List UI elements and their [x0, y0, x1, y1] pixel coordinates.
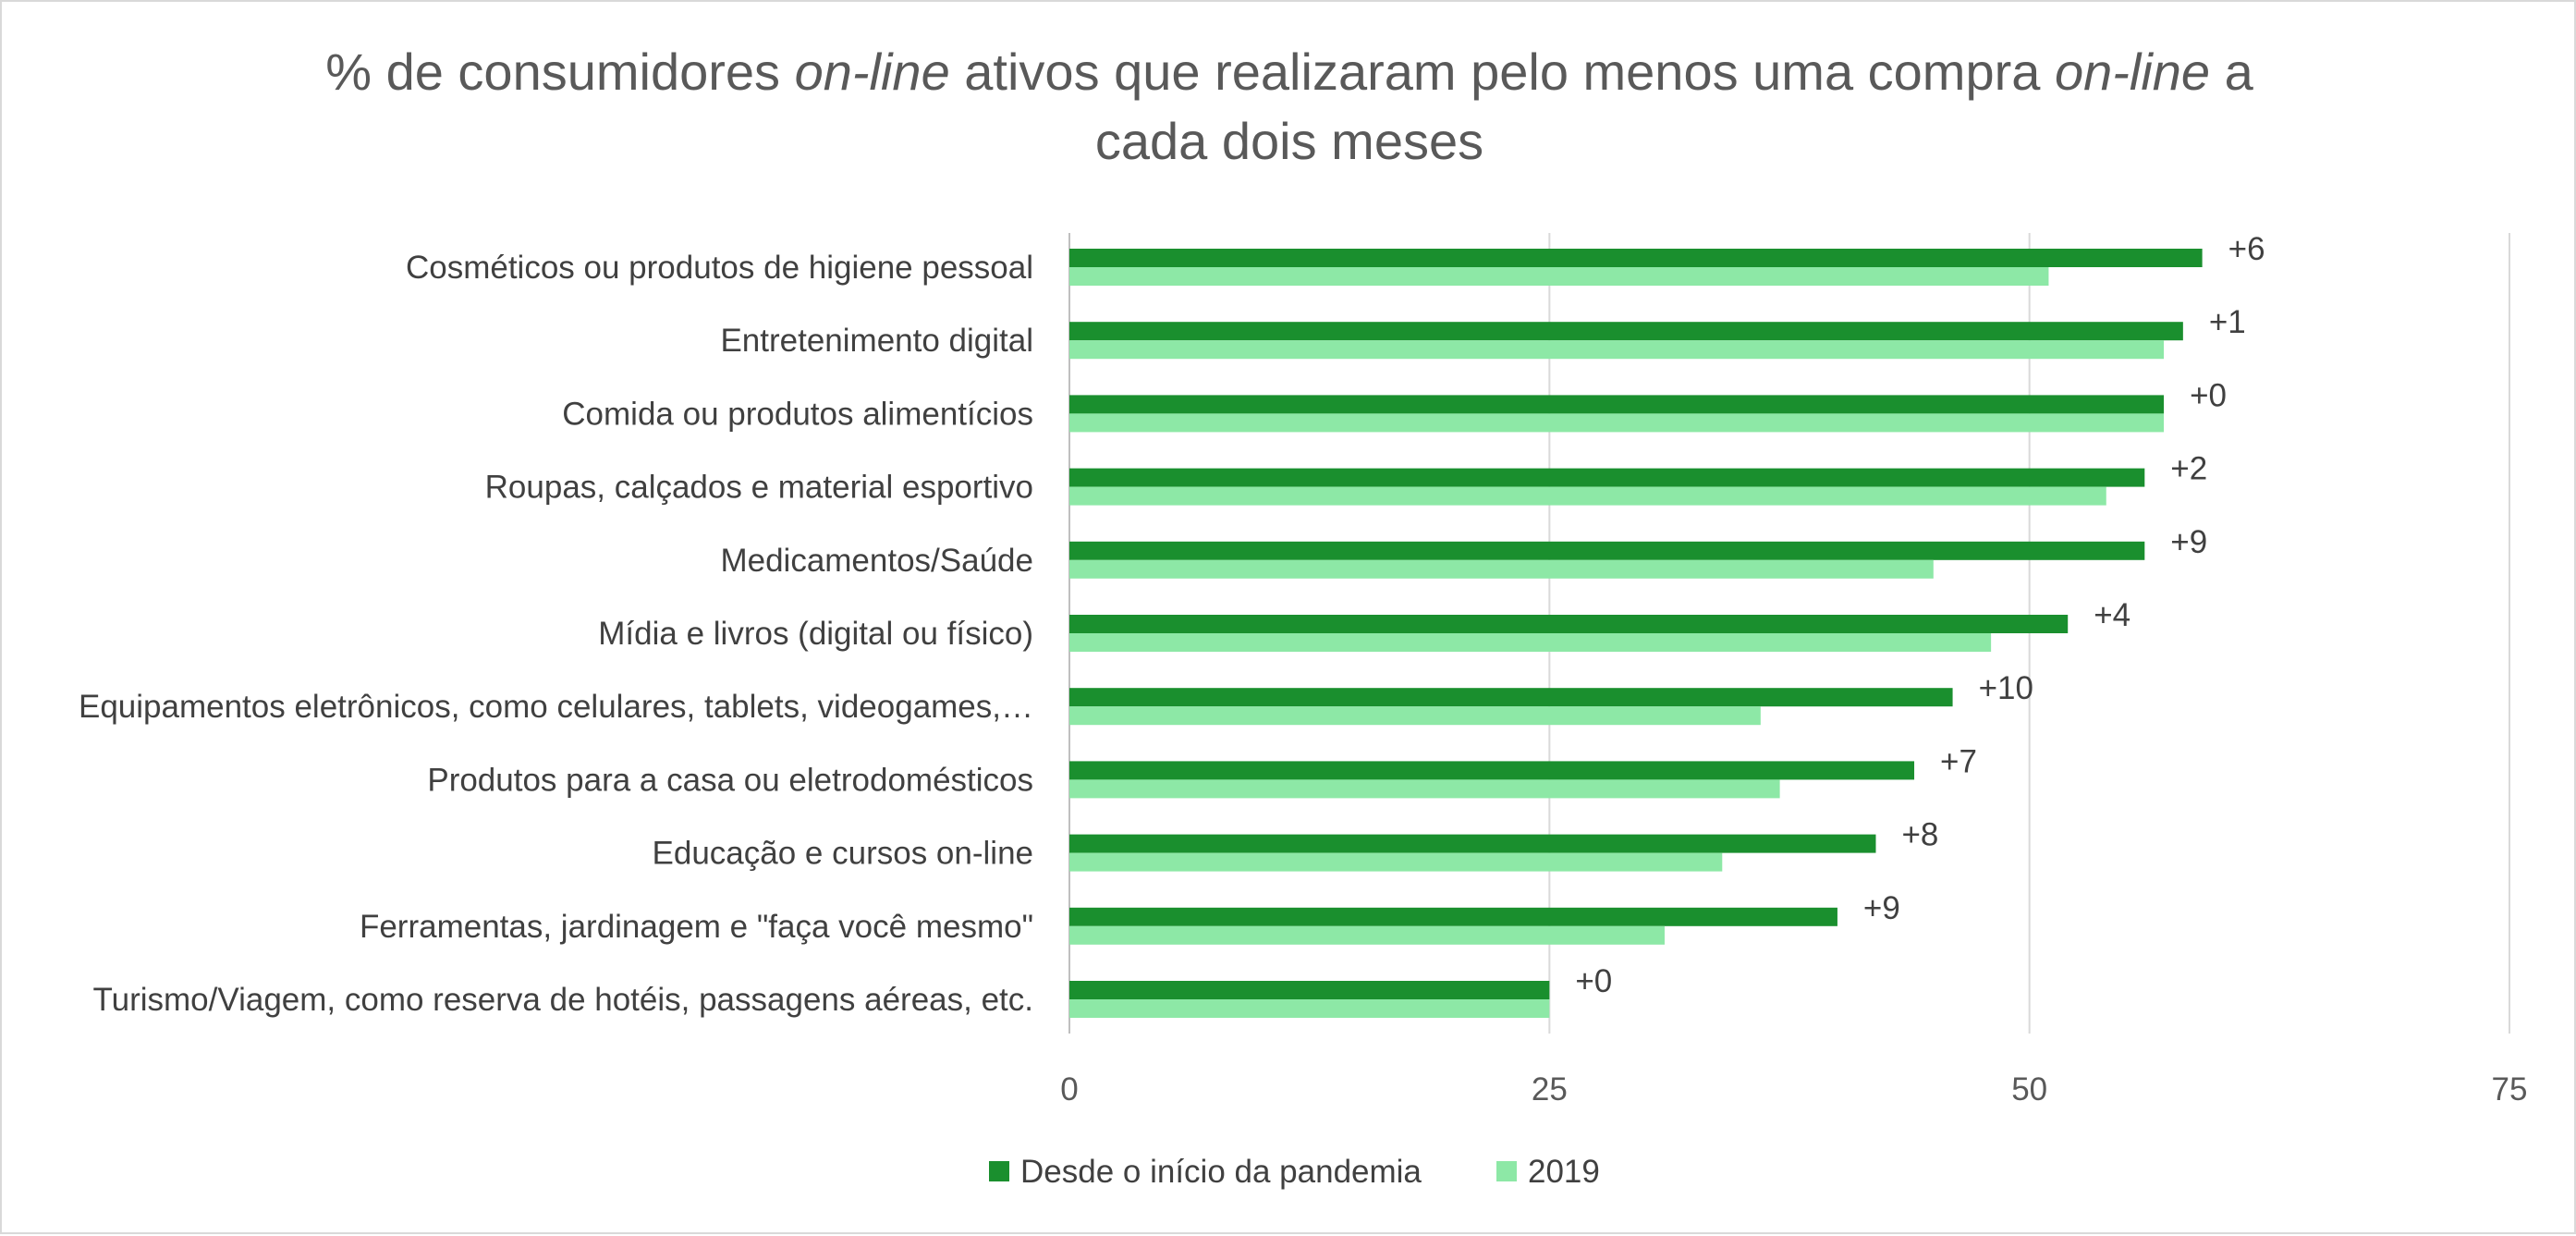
bar-pandemia — [1069, 541, 2145, 560]
legend-swatch — [1496, 1161, 1517, 1181]
data-label: +1 — [2209, 304, 2246, 340]
bar-2019 — [1069, 779, 1780, 799]
legend-label: 2019 — [1528, 1154, 1600, 1190]
x-tick-label: 50 — [2011, 1071, 2047, 1108]
chart-title-segment: on-line — [2055, 43, 2210, 101]
bar-2019 — [1069, 413, 2165, 433]
category-label: Produtos para a casa ou eletrodomésticos — [427, 762, 1033, 798]
bar-2019 — [1069, 852, 1723, 872]
x-tick-label: 0 — [1060, 1071, 1078, 1108]
data-label: +0 — [1575, 963, 1612, 999]
data-label: +9 — [2170, 524, 2207, 560]
bar-pandemia — [1069, 834, 1876, 853]
chart-title-segment: % de consumidores — [325, 43, 794, 101]
data-label: +0 — [2190, 377, 2227, 413]
data-label: +6 — [2228, 231, 2265, 267]
bar-2019 — [1069, 267, 2049, 286]
category-label: Turismo/Viagem, como reserva de hotéis, … — [93, 982, 1033, 1018]
bar-pandemia — [1069, 907, 1837, 926]
chart-title-segment: on-line — [795, 43, 950, 101]
category-label: Equipamentos eletrônicos, como celulares… — [79, 689, 1033, 725]
bar-2019 — [1069, 486, 2106, 506]
chart-title-line: % de consumidores on-line ativos que rea… — [325, 43, 2253, 101]
chart-title-segment: a — [2210, 43, 2254, 101]
bar-pandemia — [1069, 981, 1550, 999]
category-label: Medicamentos/Saúde — [720, 543, 1033, 579]
category-label: Comida ou produtos alimentícios — [562, 396, 1033, 432]
chart-title-segment: cada dois meses — [1095, 112, 1483, 170]
bar-2019 — [1069, 633, 1992, 652]
bar-2019 — [1069, 706, 1761, 726]
data-label: +4 — [2094, 597, 2130, 633]
bar-2019 — [1069, 559, 1934, 579]
bar-pandemia — [1069, 761, 1915, 780]
bar-2019 — [1069, 999, 1550, 1018]
category-label: Mídia e livros (digital ou físico) — [598, 616, 1033, 652]
legend: Desde o início da pandemia 2019 — [989, 1154, 1600, 1190]
x-tick-label: 25 — [1532, 1071, 1568, 1108]
data-label: +9 — [1863, 890, 1900, 926]
x-tick-label: 75 — [2492, 1071, 2528, 1108]
bar-pandemia — [1069, 395, 2165, 414]
category-labels: Cosméticos ou produtos de higiene pessoa… — [79, 250, 1033, 1018]
data-label: +10 — [1979, 670, 2033, 706]
category-label: Educação e cursos on-line — [653, 836, 1033, 872]
data-label: +8 — [1901, 817, 1938, 853]
bar-pandemia — [1069, 468, 2145, 487]
category-label: Roupas, calçados e material esportivo — [485, 470, 1033, 506]
bar-2019 — [1069, 340, 2165, 360]
bar-2019 — [1069, 925, 1665, 945]
data-labels: +6 +1 +0 +2 +9 +4 +10 +7 +8 +9 +0 — [1575, 231, 2265, 999]
x-axis-ticks: 0 25 50 75 — [1060, 1071, 2527, 1108]
category-label: Entretenimento digital — [720, 323, 1033, 359]
legend-label: Desde o início da pandemia — [1020, 1154, 1422, 1190]
chart-title-segment: ativos que realizaram pelo menos uma com… — [950, 43, 2055, 101]
category-label: Ferramentas, jardinagem e "faça você mes… — [360, 909, 1033, 945]
legend-swatch — [989, 1161, 1009, 1181]
data-label: +2 — [2170, 451, 2207, 487]
bar-pandemia — [1069, 615, 2069, 633]
bars — [1069, 249, 2203, 1018]
chart-title-line: cada dois meses — [1095, 112, 1483, 170]
chart-title: % de consumidores on-line ativos que rea… — [325, 43, 2253, 170]
bar-pandemia — [1069, 322, 2183, 341]
category-label: Cosméticos ou produtos de higiene pessoa… — [406, 250, 1033, 286]
data-label: +7 — [1940, 743, 1977, 779]
bar-pandemia — [1069, 249, 2203, 267]
bar-pandemia — [1069, 688, 1953, 707]
